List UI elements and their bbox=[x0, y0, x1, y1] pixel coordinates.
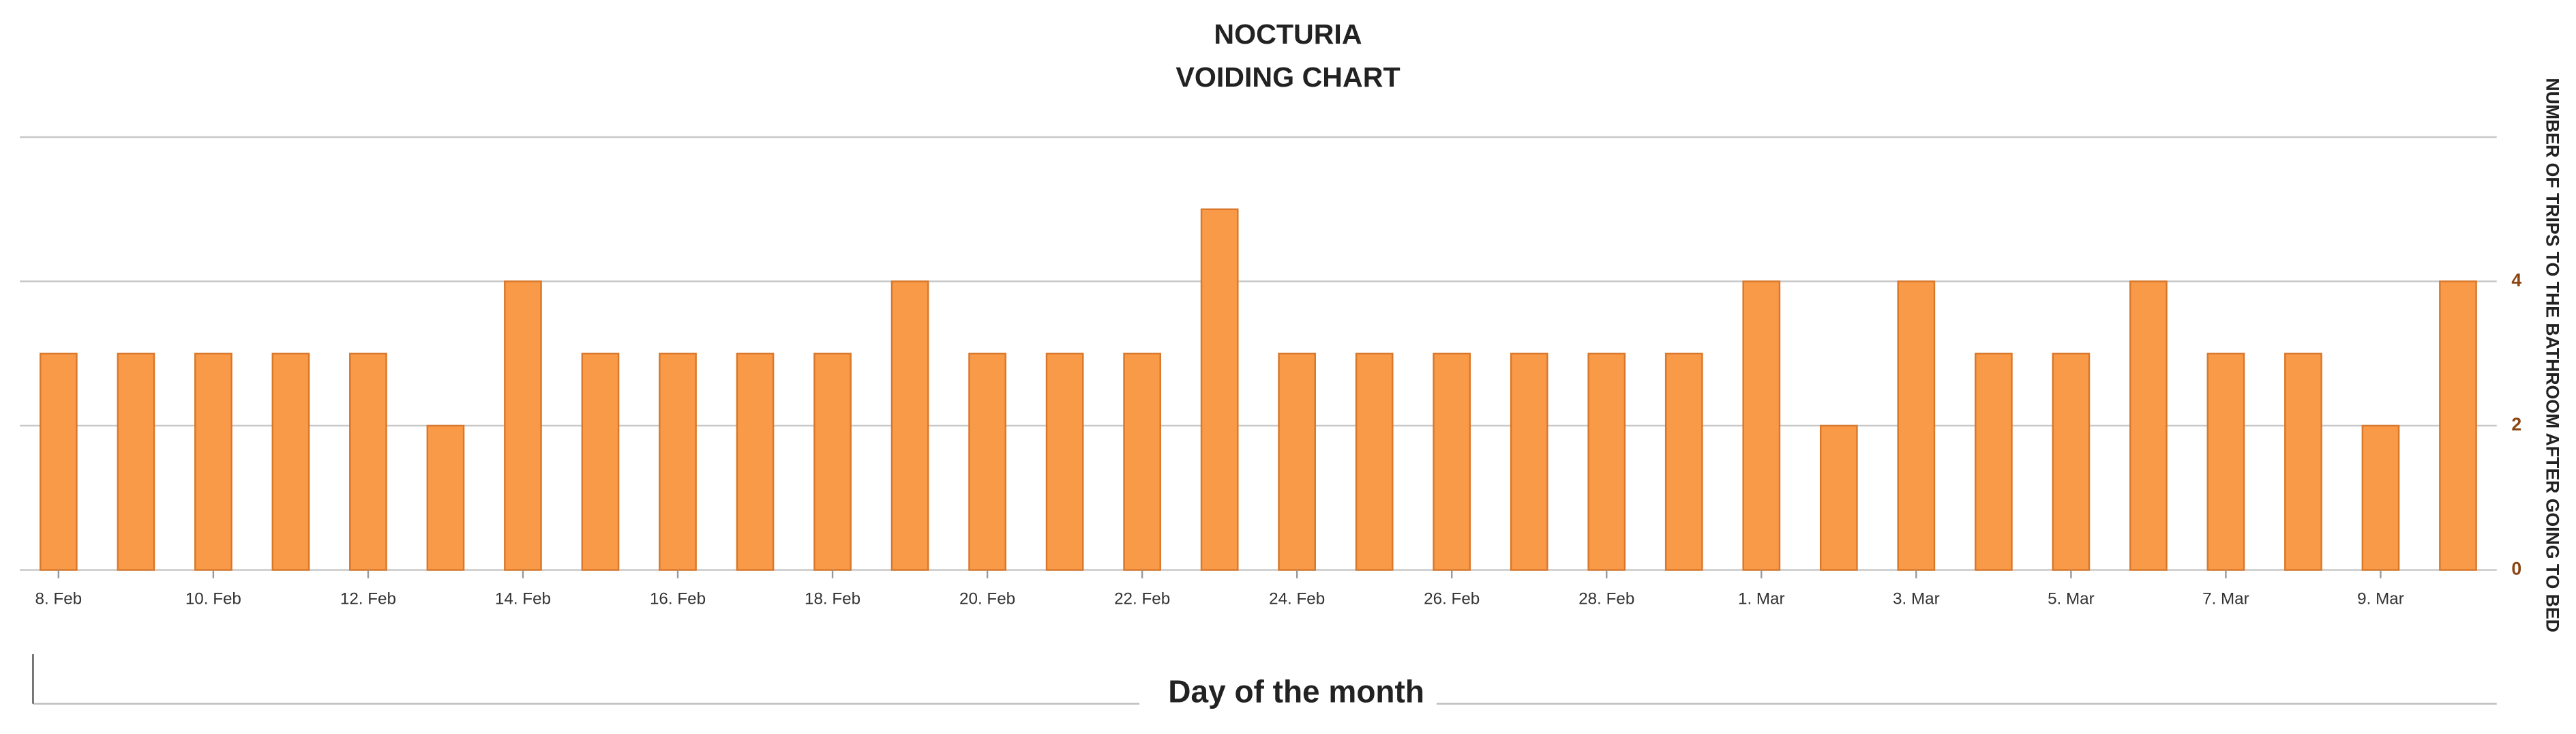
x-tick-label: 1. Mar bbox=[1738, 589, 1785, 608]
bar bbox=[1123, 353, 1161, 571]
chart-title: NOCTURIA bbox=[1214, 18, 1362, 50]
bar bbox=[2052, 353, 2091, 571]
bar bbox=[2361, 424, 2400, 571]
bar bbox=[813, 353, 852, 571]
bar bbox=[504, 280, 542, 571]
y-tick-label: 0 bbox=[2511, 559, 2521, 579]
y-tick-label: 4 bbox=[2511, 270, 2521, 291]
x-tick-label: 22. Feb bbox=[1114, 589, 1170, 608]
bar bbox=[2439, 280, 2477, 571]
bar bbox=[1278, 353, 1317, 571]
x-tick-label: 14. Feb bbox=[495, 589, 551, 608]
y-tick-label: 2 bbox=[2511, 414, 2521, 435]
bar bbox=[1742, 280, 1781, 571]
bar bbox=[1819, 424, 1858, 571]
bar bbox=[968, 353, 1006, 571]
x-axis-title: Day of the month bbox=[1168, 673, 1424, 709]
bar bbox=[117, 353, 155, 571]
bar bbox=[1587, 353, 1626, 571]
x-tick-label: 8. Feb bbox=[35, 589, 83, 608]
x-tick-label: 5. Mar bbox=[2048, 589, 2095, 608]
bar bbox=[1897, 280, 1936, 571]
bar bbox=[1510, 353, 1548, 571]
x-tick-label: 26. Feb bbox=[1424, 589, 1480, 608]
bar bbox=[39, 353, 78, 571]
bar bbox=[349, 353, 387, 571]
bar bbox=[736, 353, 775, 571]
bar bbox=[659, 353, 697, 571]
bar bbox=[1975, 353, 2013, 571]
x-tick-label: 24. Feb bbox=[1269, 589, 1325, 608]
y-axis-title: NUMBER OF TRIPS TO THE BATHROOM AFTER GO… bbox=[2543, 78, 2563, 632]
bar bbox=[1355, 353, 1394, 571]
bar bbox=[1433, 353, 1471, 571]
bar bbox=[1045, 353, 1084, 571]
bar bbox=[426, 424, 465, 571]
bar bbox=[2129, 280, 2168, 571]
x-tick-label: 7. Mar bbox=[2202, 589, 2249, 608]
bar bbox=[890, 280, 929, 571]
bar bbox=[581, 353, 620, 571]
x-tick-label: 10. Feb bbox=[185, 589, 241, 608]
x-tick-label: 12. Feb bbox=[340, 589, 396, 608]
bar bbox=[2284, 353, 2322, 571]
bar bbox=[1664, 353, 1703, 571]
bar bbox=[271, 353, 310, 571]
bar bbox=[2206, 353, 2245, 571]
x-tick-label: 28. Feb bbox=[1578, 589, 1634, 608]
x-tick-label: 18. Feb bbox=[805, 589, 860, 608]
x-tick-label: 3. Mar bbox=[1893, 589, 1940, 608]
bar bbox=[194, 353, 233, 571]
bar bbox=[1200, 208, 1239, 571]
x-tick-label: 16. Feb bbox=[650, 589, 706, 608]
x-tick-label: 9. Mar bbox=[2357, 589, 2404, 608]
chart-subtitle: VOIDING CHART bbox=[1175, 61, 1400, 93]
x-tick-label: 20. Feb bbox=[959, 589, 1015, 608]
